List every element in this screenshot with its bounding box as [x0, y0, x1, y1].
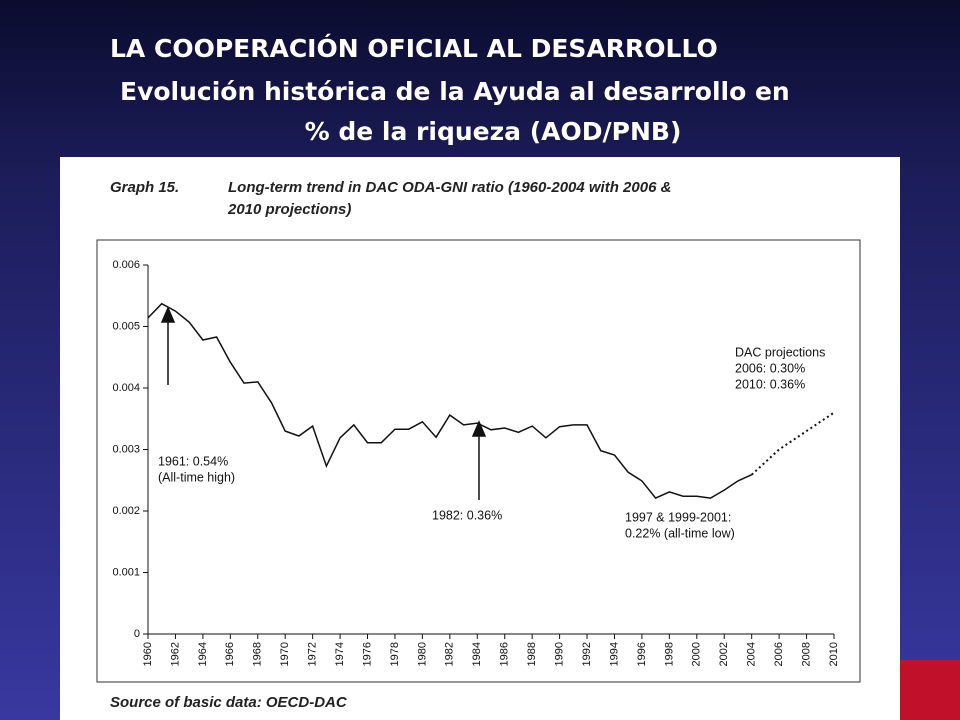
x-tick-label: 1960	[142, 642, 154, 666]
data-line	[751, 411, 835, 476]
y-tick-label: 0.001	[112, 566, 140, 578]
y-tick-label: 0	[134, 628, 140, 640]
chart-frame	[96, 239, 861, 683]
annotation: 1997 & 1999-2001:	[625, 510, 731, 524]
slide-subtitle: Evolución histórica de la Ayuda al desar…	[120, 77, 790, 106]
x-tick-label: 1988	[526, 642, 538, 666]
logo	[900, 660, 960, 720]
x-tick-label: 1968	[252, 642, 264, 666]
y-tick-label: 0.004	[112, 382, 140, 394]
chart-panel	[60, 157, 900, 720]
annotation: 2006: 0.30%	[735, 361, 805, 375]
annotation: (All-time high)	[158, 470, 235, 484]
x-tick-label: 2010	[828, 642, 840, 666]
x-tick-label: 2008	[800, 642, 812, 666]
x-tick-label: 1976	[361, 642, 373, 666]
x-tick-label: 1984	[471, 642, 483, 666]
x-tick-label: 2000	[691, 642, 703, 666]
annotation: 0.22% (all-time low)	[625, 526, 735, 540]
x-tick-label: 1974	[334, 642, 346, 666]
arrows	[160, 306, 487, 500]
x-tick-label: 1994	[608, 642, 620, 666]
annotation: 2010: 0.36%	[735, 377, 805, 391]
x-tick-label: 1982	[444, 642, 456, 666]
x-tick-label: 1964	[197, 642, 209, 666]
x-tick-label: 1996	[636, 642, 648, 666]
y-tick-label: 0.003	[112, 443, 140, 455]
x-tick-label: 2004	[746, 642, 758, 666]
y-tick-label: 0.006	[112, 259, 140, 271]
x-tick-label: 1970	[279, 642, 291, 666]
chart-title: 2010 projections)	[227, 201, 351, 218]
x-tick-label: 1972	[307, 642, 319, 666]
y-tick-label: 0.005	[112, 320, 140, 332]
y-tick-label: 0.002	[112, 505, 140, 517]
x-tick-label: 1966	[224, 642, 236, 666]
annotation: 1982: 0.36%	[432, 508, 502, 522]
annotation: 1961: 0.54%	[158, 454, 228, 468]
x-tick-label: 1962	[169, 642, 181, 666]
slide-subtitle: % de la riqueza (AOD/PNB)	[305, 117, 682, 146]
annotation: DAC projections	[735, 345, 825, 359]
source: Source of basic data: OECD-DAC	[110, 694, 348, 711]
x-tick-label: 1980	[416, 642, 428, 666]
x-tick-label: 1986	[499, 642, 511, 666]
x-tick-label: 1990	[554, 642, 566, 666]
x-tick-label: 2002	[718, 642, 730, 666]
chart-title: Long-term trend in DAC ODA-GNI ratio (19…	[228, 179, 671, 196]
graph-number: Graph 15.	[110, 179, 179, 196]
data-line	[147, 302, 753, 500]
x-tick-label: 2006	[773, 642, 785, 666]
x-tick-label: 1978	[389, 642, 401, 666]
x-tick-label: 1998	[663, 642, 675, 666]
x-tick-label: 1992	[581, 642, 593, 666]
slide-title: LA COOPERACIÓN OFICIAL AL DESARROLLO	[110, 33, 718, 63]
